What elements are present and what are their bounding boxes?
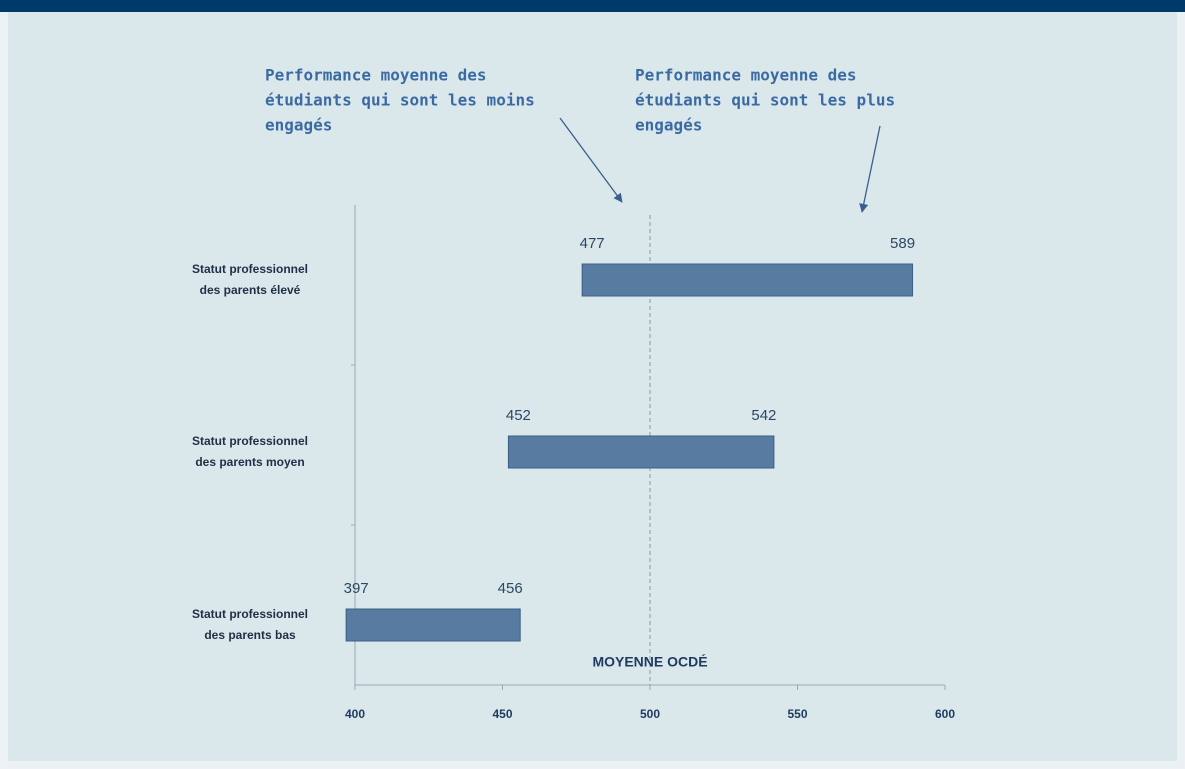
x-tick-label: 600 [935,707,955,721]
category-label: Statut professionnel des parents moyen [192,434,308,469]
top-bar [0,0,1185,12]
annotation: Performance moyenne des [265,66,487,85]
annotation: engagés [265,116,332,135]
value-label: 397 [344,580,369,597]
bar [507,435,775,469]
annotation: étudiants qui sont les plus [635,91,895,110]
bar [581,263,914,297]
x-tick-label: 450 [492,707,512,721]
x-tick-label: 400 [345,707,365,721]
category-label: Statut professionnel des parents élevé [192,262,308,297]
annotation: Performance moyenne des [635,66,857,85]
reference-label: MOYENNE OCDÉ [592,654,707,670]
annotation: étudiants qui sont les moins [265,91,535,110]
bar [345,608,521,642]
value-label: 542 [751,407,776,424]
value-label: 456 [498,580,523,597]
x-tick-label: 500 [640,707,660,721]
arrow [559,117,623,203]
x-tick-label: 550 [787,707,807,721]
value-label: 589 [890,235,915,252]
value-label: 477 [580,235,605,252]
category-label: Statut professionnel des parents bas [192,607,308,642]
value-label: 452 [506,407,531,424]
arrow [859,125,881,213]
annotation: engagés [635,116,702,135]
panel [8,12,1177,761]
